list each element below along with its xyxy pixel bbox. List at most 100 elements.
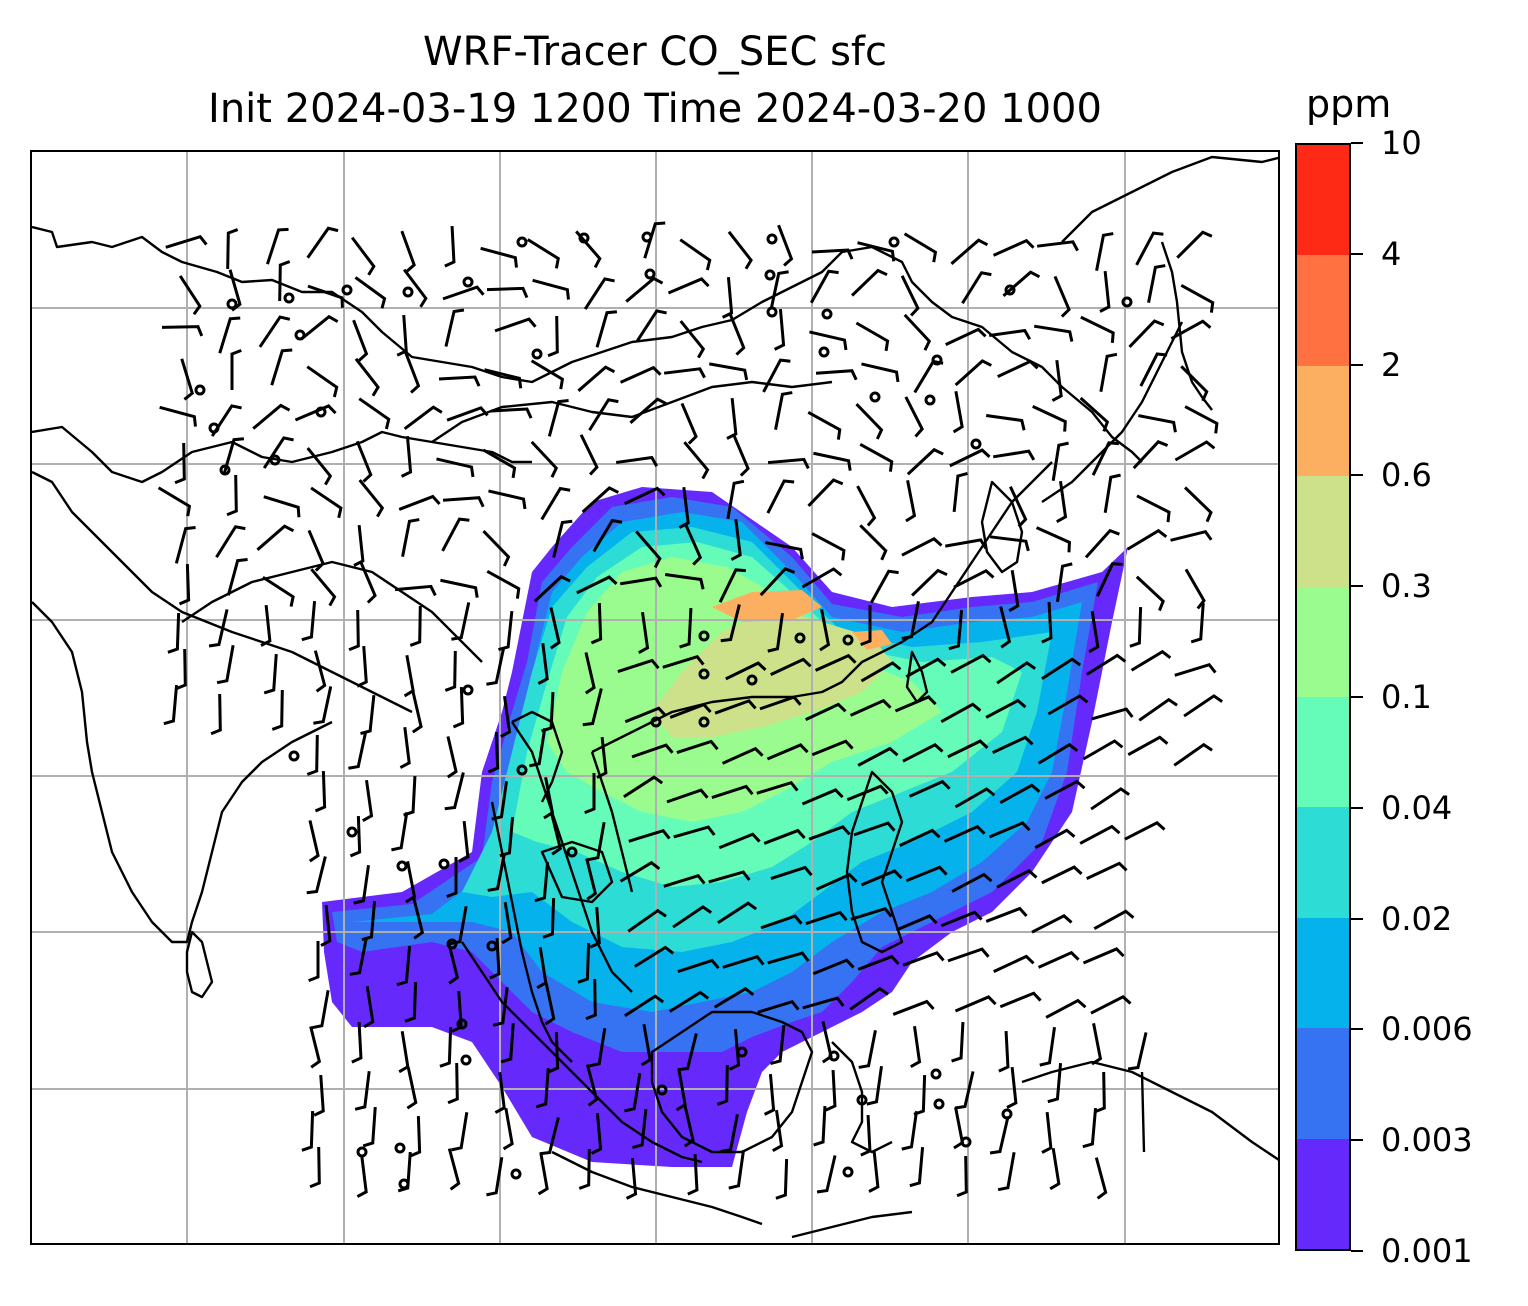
wind-barb [801,567,843,589]
png-border [1140,1071,1146,1153]
wind-barb [1174,440,1216,462]
wind-barb [728,1028,741,1071]
sumatra [461,941,703,1164]
wind-barb [911,568,948,597]
wind-barb [1051,359,1063,402]
wind-barb [582,688,603,727]
wind-barb [486,1156,504,1197]
wind-barb [663,874,706,888]
map-panel [30,150,1280,1245]
wind-barb [1090,995,1132,1015]
wind-barb [447,1148,461,1191]
wind-barb [278,260,291,302]
wind-barb [313,650,327,693]
wind-barb [409,1115,422,1158]
calm-circle [194,384,206,396]
wind-barb [218,316,241,354]
wind-barb [353,524,365,567]
wind-barb [300,314,339,341]
wind-barb [263,653,278,695]
wind-barb [766,479,795,514]
wind-barb [391,811,409,852]
wind-barb [902,743,944,763]
wind-barb [998,1030,1010,1073]
wind-barb [667,277,710,295]
wind-barb [849,698,892,717]
wind-barb [945,327,987,346]
wind-barb [1032,405,1067,432]
calm-circle [219,464,231,476]
wind-barb [537,642,549,685]
colorbar-cell [1297,917,1349,1029]
wind-barb [585,1064,599,1107]
wind-barb [628,829,671,843]
calm-circle [510,1168,522,1180]
calm-wind-circles [194,231,1133,1190]
wind-barb [490,407,533,419]
wind-barb [629,397,668,424]
wind-barb [997,1152,1016,1192]
wind-barb [997,359,1039,378]
colorbar-tick [1351,806,1363,809]
wind-barb [498,610,514,651]
wind-barb [175,648,187,691]
plot-title-line2: Init 2024-03-19 1200 Time 2024-03-20 100… [208,86,1102,132]
wind-barb [588,398,619,432]
wind-barb [575,230,602,269]
wind-barb [855,321,890,352]
calm-circle [828,1050,840,1062]
wind-barb [679,607,693,649]
wind-barb [624,1072,642,1113]
wind-barb [1147,264,1166,303]
wind-barb [1006,1066,1018,1109]
calm-circle [398,1178,410,1190]
wind-barb [988,328,1032,340]
colorbar-tick-label: 0.006 [1381,1010,1473,1049]
wind-barb [577,942,591,984]
wind-barb [813,451,852,471]
calm-circle [818,346,830,358]
wind-barb [157,486,192,517]
wind-barb [1082,739,1124,761]
calm-circle [888,236,900,248]
wind-barb [1180,365,1209,402]
wind-barb [1056,562,1073,603]
calm-circle [396,860,408,872]
wind-barb [590,602,603,645]
wind-barb [552,519,573,558]
wind-barb [726,397,738,440]
colorbar-tick [1351,252,1363,255]
wind-barb [452,686,465,729]
japan [1041,321,1184,503]
wind-barb [988,821,1031,839]
wind-barb [585,978,597,1021]
wind-barb [950,238,989,265]
wind-barb [310,568,337,607]
wind-barb [1099,352,1118,392]
wind-barb [759,695,802,711]
wind-barb [409,605,422,647]
wind-barb [631,743,674,759]
calm-circle [970,438,982,450]
border-central-asia-2 [32,470,413,714]
colorbar-cell [1297,365,1349,477]
calm-circle [578,232,590,244]
wind-barb [901,537,943,557]
wind-barb [1082,947,1125,965]
wind-barb [722,955,765,969]
wind-barb [585,858,598,901]
wind-barb [482,448,517,479]
wind-barb [679,320,706,359]
wind-barb [901,1110,918,1151]
wind-barb [1086,861,1128,880]
wind-barb [954,359,992,387]
wind-barb [801,788,844,806]
wind-barb [1184,405,1219,434]
wind-barb [853,821,896,837]
wind-barb [444,772,465,811]
calm-circle [794,632,806,644]
wind-barb [760,914,803,930]
calm-circle [933,1098,945,1110]
calm-circle [566,846,578,858]
wind-barb [956,1155,968,1198]
